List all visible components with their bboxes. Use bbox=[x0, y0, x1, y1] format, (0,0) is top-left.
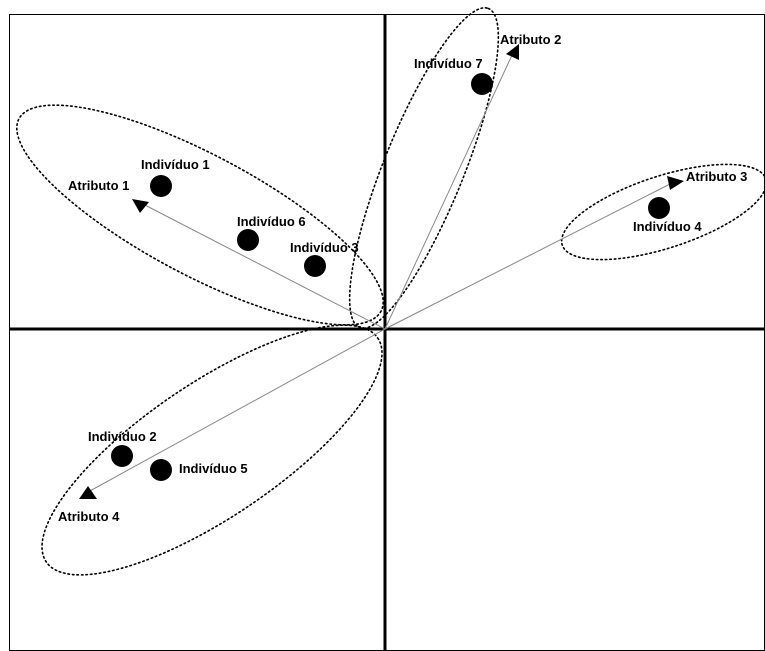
point-individuo-5 bbox=[150, 459, 172, 481]
label-individuo-1: Indivíduo 1 bbox=[141, 157, 210, 172]
vector-atributo-3 bbox=[384, 182, 673, 330]
label-atributo-4: Atributo 4 bbox=[58, 509, 120, 524]
ellipse-group-atributo-4 bbox=[41, 324, 383, 576]
ellipse-group-atributo-3 bbox=[560, 163, 765, 261]
vector-atributo-2 bbox=[384, 52, 514, 330]
label-individuo-5: Indivíduo 5 bbox=[179, 461, 248, 476]
label-atributo-2: Atributo 2 bbox=[500, 32, 561, 47]
point-individuo-2 bbox=[111, 445, 133, 467]
label-atributo-3: Atributo 3 bbox=[686, 169, 747, 184]
ellipse-group-atributo-1 bbox=[16, 104, 384, 326]
arrowhead-atributo-2 bbox=[506, 44, 519, 60]
arrowhead-atributo-3 bbox=[667, 176, 684, 190]
label-atributo-1: Atributo 1 bbox=[68, 178, 129, 193]
arrowhead-atributo-4 bbox=[79, 486, 97, 499]
point-individuo-6 bbox=[237, 229, 259, 251]
vector-atributo-4 bbox=[87, 328, 386, 493]
point-individuo-3 bbox=[304, 255, 326, 277]
point-individuo-4 bbox=[648, 197, 670, 219]
vector-atributo-1 bbox=[140, 202, 386, 330]
point-individuo-7 bbox=[471, 73, 493, 95]
arrowhead-atributo-1 bbox=[132, 199, 149, 213]
ellipse-group-atributo-2 bbox=[348, 7, 500, 329]
label-individuo-2: Indivíduo 2 bbox=[88, 429, 157, 444]
point-individuo-1 bbox=[150, 175, 172, 197]
label-individuo-4: Indivíduo 4 bbox=[633, 219, 702, 234]
label-individuo-6: Indivíduo 6 bbox=[237, 214, 306, 229]
label-individuo-3: Indivíduo 3 bbox=[290, 240, 359, 255]
label-individuo-7: Indivíduo 7 bbox=[414, 56, 483, 71]
plot-frame bbox=[9, 14, 765, 651]
